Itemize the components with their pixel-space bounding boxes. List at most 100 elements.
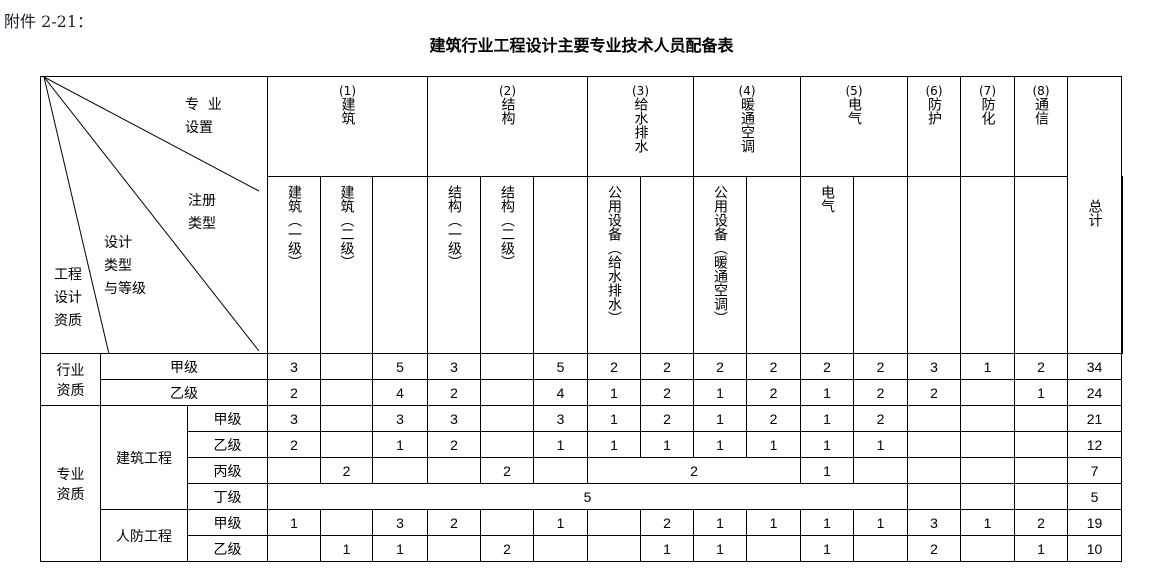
total-header: 总计 [1067,76,1122,354]
count-cell: 2 [427,431,481,458]
count-cell [480,405,534,432]
table-row: 乙级 2 4 2 4 1 2 1 2 1 2 2 1 24 [41,379,1123,406]
registration-type-header [533,176,588,354]
row-label: 建筑工程 [100,405,188,510]
count-cell: 1 [267,509,321,536]
count-cell: 5 [372,353,428,380]
count-cell: 3 [907,509,961,536]
group-name: 给水排水 [632,97,649,153]
count-cell [587,535,641,562]
count-cell [960,431,1015,458]
count-cell [480,509,534,536]
count-cell [1014,457,1068,484]
count-cell [427,535,481,562]
table-row: 乙级 1 1 2 1 1 1 2 1 10 [41,535,1123,562]
qualification-label: 工程 设计 资质 [54,267,82,329]
specialty-setting-label: 专 业 设置 [185,97,222,136]
count-cell: 2 [1014,353,1068,380]
count-cell: 2 [640,509,694,536]
group-number: (8) [1032,84,1050,98]
count-cell: 2 [320,457,373,484]
registration-type-label: 建筑（二级） [338,185,355,269]
group-number: (5) [845,84,863,98]
count-cell: 1 [693,509,747,536]
group-name: 建筑 [339,97,356,125]
count-cell [320,353,373,380]
total-cell: 19 [1067,509,1122,536]
row-label: 甲级 [187,405,268,432]
count-cell: 3 [533,405,588,432]
group-name: 防护 [926,97,942,125]
count-cell: 2 [1014,509,1068,536]
count-cell: 2 [480,535,534,562]
count-cell: 1 [693,535,747,562]
specialty-group-header: (4) 暖通空调 [693,76,801,177]
row-label: 甲级 [187,509,268,536]
count-cell: 1 [853,431,908,458]
count-cell: 1 [533,431,588,458]
registration-type-header: 结构（二级） [480,176,534,354]
count-cell: 2 [853,379,908,406]
count-cell [853,457,908,484]
count-cell [960,405,1015,432]
count-cell: 1 [800,509,854,536]
attachment-label: 附件 2-21： [4,12,94,31]
diagonal-lines [43,77,260,354]
count-cell [960,379,1015,406]
count-cell: 1 [960,509,1015,536]
count-cell [960,535,1015,562]
count-cell: 1 [587,431,641,458]
count-cell: 1 [693,431,747,458]
table-row: 乙级 2 1 2 1 1 1 1 1 1 1 12 [41,431,1123,458]
count-cell: 1 [853,509,908,536]
total-label: 总计 [1086,199,1103,227]
registration-type-label: 结构（一级） [446,185,462,269]
registration-type-header: 建筑（二级） [320,176,373,354]
count-cell [960,483,1015,510]
count-cell: 2 [267,379,321,406]
total-cell: 34 [1067,353,1122,380]
count-cell [320,405,373,432]
count-cell: 2 [746,379,801,406]
registration-type-header: 公用设备（暖通空调） [693,176,747,354]
staffing-table: 专 业 设置 注册 类型 设计 类型 与等级 工程 设计 资质 (1) 建筑 (2)… [40,76,1123,562]
group-number: (4) [738,84,756,98]
table-row: 丁级 5 5 [41,483,1123,510]
count-cell: 1 [800,535,854,562]
table-row: 专业 资质 建筑工程 甲级 3 3 3 3 1 2 1 2 1 2 21 [40,405,1123,562]
count-cell: 1 [1014,379,1068,406]
group-number: (2) [499,84,516,98]
count-cell: 1 [533,509,588,536]
count-cell: 1 [800,379,854,406]
registration-type-label: 电气 [819,185,835,213]
row-label: 丁级 [187,483,268,510]
count-cell: 3 [267,405,321,432]
registration-type-label: 建筑（一级） [286,185,302,269]
specialty-group-header: (2) 结构 [427,76,588,177]
count-cell: 1 [372,535,428,562]
registration-type-header [640,176,694,354]
group-number: (3) [632,84,649,98]
table-row: 丙级 2 2 2 1 7 [41,457,1123,484]
count-cell: 2 [746,353,801,380]
table-row: 行业 资质 甲级 3 5 3 5 2 2 2 2 2 2 3 1 2 34 [40,353,1123,406]
group-name: 防化 [979,97,996,125]
specialty-group-header: (1) 建筑 [267,76,428,177]
diagonal-header-cell: 专 业 设置 注册 类型 设计 类型 与等级 工程 设计 资质 [40,76,268,354]
count-cell [533,535,588,562]
count-cell: 2 [427,379,481,406]
count-cell: 1 [800,405,854,432]
row-label: 丙级 [187,457,268,484]
count-cell: 1 [372,431,428,458]
count-cell [587,509,641,536]
registration-type-header [746,176,801,354]
group-number: (6) [925,84,943,98]
count-cell: 1 [746,509,801,536]
count-cell: 2 [427,509,481,536]
specialty-group-header: (6) 防护 [907,76,961,177]
table-row: 人防工程 甲级 1 3 2 1 2 1 1 1 1 3 1 2 19 [41,509,1123,562]
count-cell: 3 [372,405,428,432]
count-cell [427,457,481,484]
registration-type-header: 建筑（一级） [267,176,321,354]
count-cell [907,457,961,484]
